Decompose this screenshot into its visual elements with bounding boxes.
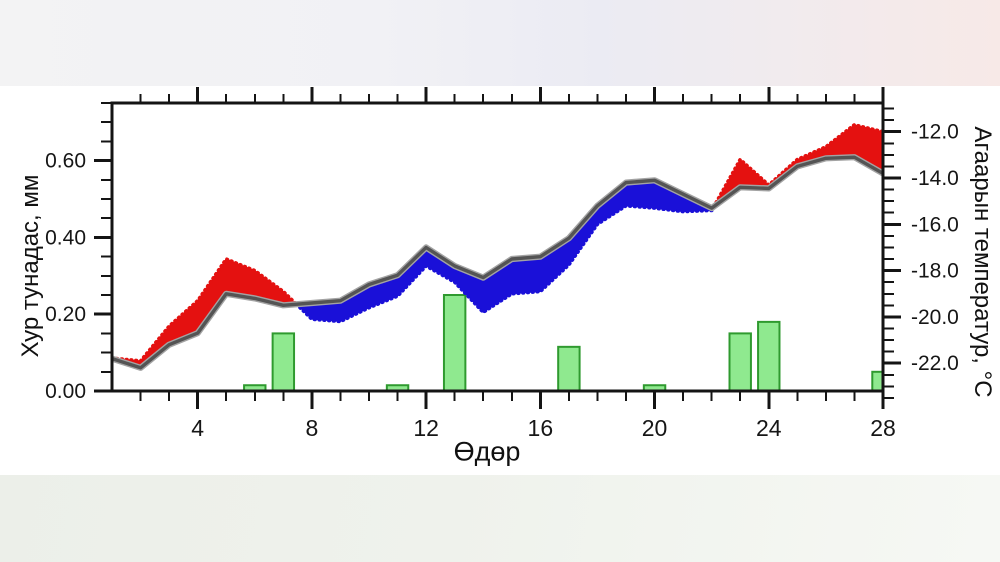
- precipitation-bars: [243, 294, 882, 391]
- x-tick-label: 24: [756, 415, 782, 441]
- right-tick-label: -14.0: [911, 167, 959, 190]
- x-tick-label: 16: [528, 415, 554, 441]
- actual-temperature-dotted-line: [113, 256, 299, 363]
- left-tick-label: 0.60: [45, 150, 86, 173]
- right-tick-label: -20.0: [911, 306, 959, 329]
- right-tick-label: -18.0: [911, 260, 959, 283]
- precip-bar-day-7: [271, 332, 296, 391]
- axes: 4 8 12 16 20 24 28 0.00 0.20 0.40 0.60 -12.0 -14.0 -1…: [45, 87, 959, 441]
- precip-bar-day-13: [442, 294, 467, 391]
- left-axis-title: Хур тунадас, мм: [17, 174, 44, 358]
- precip-bar-day-6: [243, 384, 267, 391]
- bottom-banner: [0, 475, 1000, 562]
- x-axis-title: Өдөр: [453, 436, 521, 467]
- left-tick-label: 0.40: [45, 226, 86, 249]
- precip-bar-day-17: [557, 345, 581, 391]
- temp-band-cold: [295, 179, 715, 323]
- right-tick-label: -22.0: [911, 352, 959, 375]
- temp-band-warm: [113, 258, 298, 369]
- left-tick-label: 0.20: [45, 303, 86, 326]
- actual-temperature-dotted-line: [712, 122, 882, 209]
- precip-bar-day-23: [728, 332, 752, 391]
- right-tick-label: -16.0: [911, 213, 959, 236]
- right-tick-label: -12.0: [911, 121, 959, 144]
- x-tick-label: 12: [413, 415, 439, 441]
- precip-bar-day-11: [385, 384, 410, 391]
- left-tick-label: 0.00: [45, 380, 86, 403]
- actual-temperature-dotted-line: [294, 203, 716, 324]
- precip-bar-day-28: [871, 370, 882, 391]
- x-tick-label: 28: [870, 415, 896, 441]
- x-tick-label: 4: [191, 415, 204, 441]
- top-banner: [0, 0, 1000, 86]
- precip-bar-day-20: [642, 384, 667, 391]
- precip-bar-day-24: [757, 320, 781, 391]
- x-tick-label: 8: [305, 415, 318, 441]
- right-axis-title: Агаарын температур, °C: [969, 126, 996, 398]
- x-tick-label: 20: [642, 415, 668, 441]
- plot-area: [113, 122, 882, 391]
- norm-temperature-line: [113, 155, 882, 370]
